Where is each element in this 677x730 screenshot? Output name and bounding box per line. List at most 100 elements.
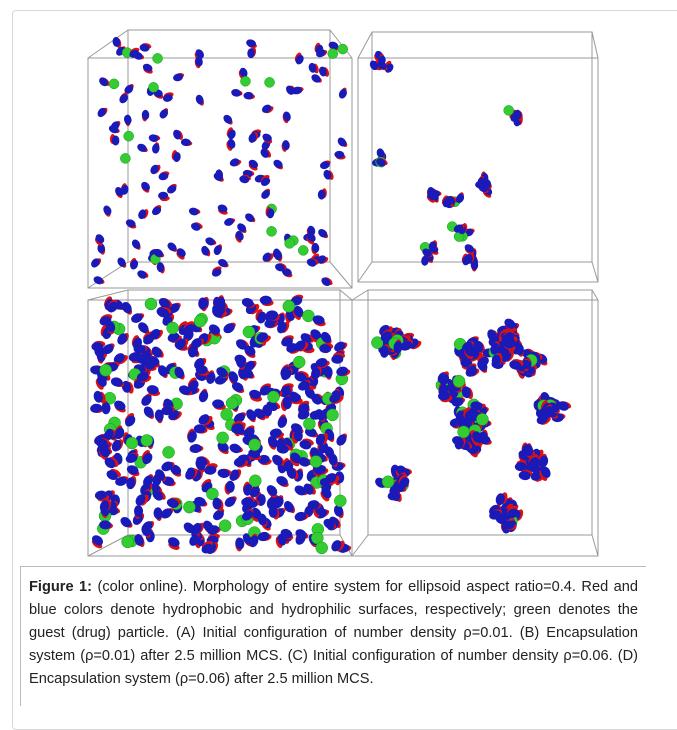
- hydrophilic-surface: [259, 385, 271, 396]
- hydrophilic-surface: [153, 248, 164, 258]
- guest-particle: [218, 519, 232, 532]
- hydrophilic-surface: [224, 496, 236, 508]
- hydrophilic-surface: [174, 366, 185, 379]
- hydrophilic-surface: [311, 393, 322, 405]
- hydrophilic-surface: [195, 365, 208, 375]
- hydrophilic-surface: [179, 385, 191, 395]
- hydrophilic-surface: [334, 150, 345, 159]
- hydrophilic-surface: [189, 444, 202, 454]
- hydrophilic-surface: [239, 175, 250, 184]
- guest-particle: [249, 474, 262, 488]
- hydrophilic-surface: [246, 409, 257, 421]
- guest-particle: [315, 541, 328, 555]
- hydrophilic-surface: [308, 62, 317, 73]
- guest-particle: [337, 43, 348, 55]
- hydrophilic-surface: [195, 49, 204, 59]
- hydrophilic-surface: [129, 49, 140, 58]
- hydrophilic-surface: [283, 111, 291, 122]
- hydrophilic-surface: [256, 311, 267, 324]
- hydrophilic-surface: [482, 178, 492, 189]
- hydrophilic-surface: [99, 77, 108, 87]
- hydrophilic-surface: [137, 143, 147, 152]
- hydrophilic-surface: [117, 333, 128, 345]
- box-edge: [127, 29, 331, 263]
- hydrophilic-surface: [243, 91, 254, 100]
- hydrophilic-surface: [318, 229, 328, 238]
- hydrophilic-surface: [170, 464, 182, 475]
- hydrophilic-surface: [113, 353, 125, 364]
- guest-particle: [216, 431, 229, 445]
- hydrophilic-surface: [97, 243, 105, 254]
- hydrophilic-surface: [245, 213, 255, 222]
- hydrophilic-surface: [281, 337, 293, 347]
- hydrophilic-surface: [208, 324, 221, 335]
- hydrophilic-surface: [153, 507, 163, 520]
- hydrophilic-surface: [509, 360, 522, 370]
- hydrophilic-surface: [108, 125, 119, 134]
- guest-particle: [240, 76, 251, 87]
- hydrophilic-surface: [134, 505, 144, 518]
- hydrophilic-surface: [244, 345, 256, 356]
- hydrophilic-surface: [275, 263, 285, 272]
- box-edge: [351, 289, 369, 301]
- hydrophilic-surface: [491, 354, 501, 367]
- guest-particle: [266, 226, 277, 237]
- hydrophilic-surface: [242, 510, 253, 521]
- hydrophilic-surface: [331, 540, 342, 552]
- figure-image: [87, 29, 599, 557]
- hydrophilic-surface: [272, 454, 283, 466]
- hydrophilic-surface: [142, 452, 153, 465]
- hydrophilic-surface: [266, 485, 278, 496]
- hydrophilic-surface: [231, 89, 242, 97]
- hydrophilic-surface: [156, 262, 165, 273]
- hydrophilic-surface: [281, 369, 292, 381]
- hydrophilic-surface: [114, 427, 125, 440]
- hydrophilic-surface: [323, 366, 333, 379]
- hydrophilic-surface: [124, 84, 134, 94]
- hydrophilic-surface: [141, 109, 150, 120]
- hydrophilic-surface: [260, 148, 269, 158]
- hydrophilic-surface: [126, 477, 136, 490]
- hydrophilic-surface: [241, 297, 254, 308]
- hydrophilic-surface: [90, 365, 103, 375]
- hydrophilic-surface: [472, 431, 482, 443]
- hydrophilic-surface: [273, 496, 284, 509]
- hydrophilic-surface: [422, 248, 432, 257]
- hydrophilic-surface: [198, 297, 208, 310]
- hydrophilic-surface: [248, 535, 259, 548]
- hydrophilic-surface: [95, 234, 105, 244]
- hydrophilic-surface: [294, 485, 306, 496]
- hydrophilic-surface: [121, 380, 131, 393]
- hydrophilic-surface: [295, 54, 304, 65]
- hydrophilic-surface: [195, 56, 203, 67]
- guest-particle: [282, 299, 296, 313]
- guest-particle: [125, 436, 139, 450]
- box-edge: [591, 534, 599, 557]
- hydrophilic-surface: [94, 490, 107, 500]
- hydrophilic-surface: [188, 207, 199, 216]
- hydrophilic-surface: [131, 239, 141, 249]
- hydrophilic-surface: [461, 386, 471, 399]
- hydrophilic-surface: [99, 520, 112, 530]
- hydrophilic-surface: [173, 73, 183, 82]
- hydrophilic-surface: [292, 86, 303, 95]
- guest-particle: [99, 363, 112, 377]
- hydrophilic-surface: [268, 505, 278, 518]
- hydrophilic-surface: [130, 259, 139, 270]
- hydrophilic-surface: [267, 436, 278, 448]
- hydrophilic-surface: [256, 332, 268, 343]
- guest-particle: [183, 500, 196, 514]
- box-edge: [357, 57, 599, 283]
- caption-label: Figure 1:: [29, 579, 93, 595]
- hydrophilic-surface: [91, 342, 104, 352]
- hydrophilic-surface: [223, 114, 233, 124]
- hydrophilic-surface: [242, 368, 254, 379]
- hydrophilic-surface: [107, 301, 118, 313]
- hydrophilic-surface: [119, 94, 129, 104]
- hydrophilic-surface: [132, 337, 143, 350]
- hydrophilic-surface: [217, 441, 229, 452]
- hydrophilic-surface: [320, 331, 332, 343]
- hydrophilic-surface: [207, 525, 219, 535]
- hydrophilic-surface: [293, 429, 303, 442]
- box-edge: [329, 261, 353, 289]
